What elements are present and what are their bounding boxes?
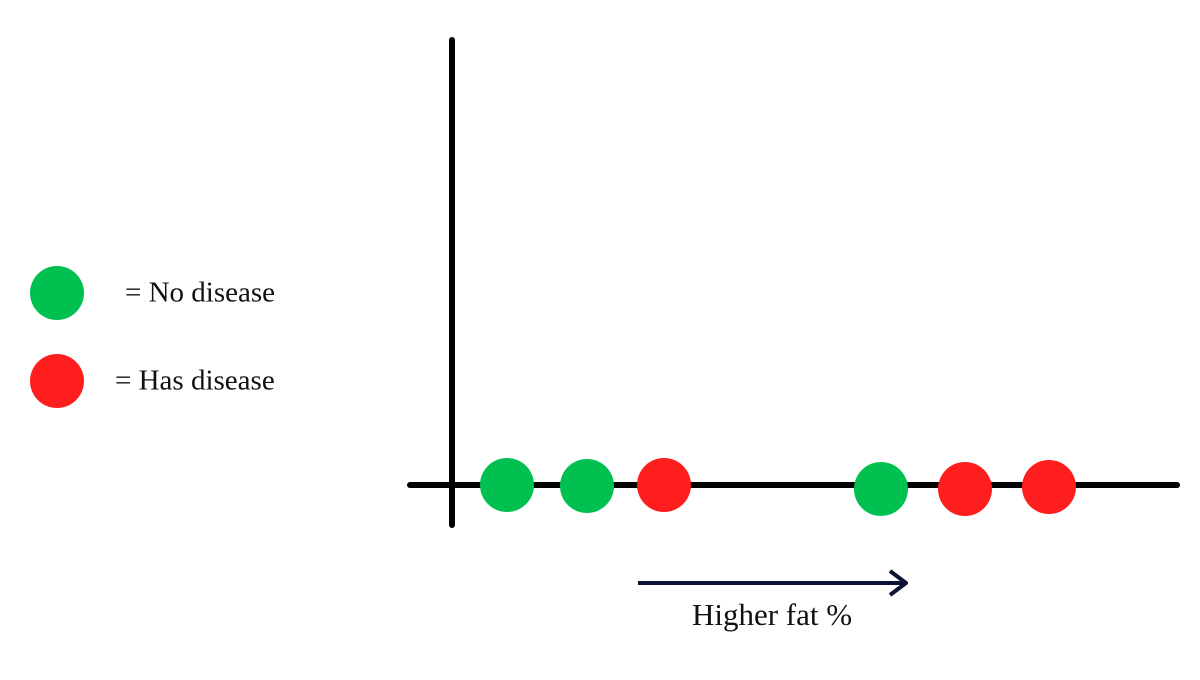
arrow-head bbox=[888, 569, 908, 597]
legend-swatch bbox=[30, 266, 84, 320]
legend-label: = No disease bbox=[125, 277, 275, 309]
point-no-disease bbox=[854, 462, 908, 516]
point-has-disease bbox=[637, 458, 691, 512]
points bbox=[480, 458, 1076, 516]
axis-label: Higher fat % bbox=[692, 597, 852, 632]
point-has-disease bbox=[938, 462, 992, 516]
point-no-disease bbox=[480, 458, 534, 512]
point-has-disease bbox=[1022, 460, 1076, 514]
arrow bbox=[638, 569, 908, 597]
legend-swatch bbox=[30, 354, 84, 408]
legend-label: = Has disease bbox=[115, 365, 275, 397]
legend: = No disease = Has disease bbox=[30, 266, 275, 408]
point-no-disease bbox=[560, 459, 614, 513]
